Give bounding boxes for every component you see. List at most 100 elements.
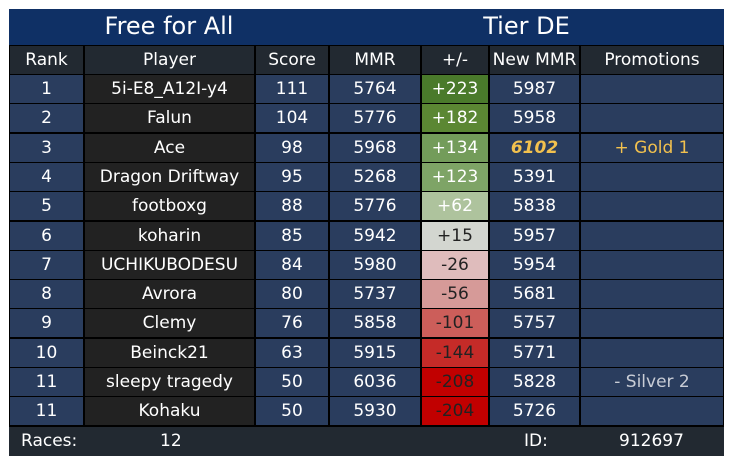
table-row: 3 Ace 98 5968 +134 6102 + Gold 1 <box>9 134 724 162</box>
promotion-cell <box>581 192 723 220</box>
header-row: Rank Player Score MMR +/- New MMR Promot… <box>9 46 724 74</box>
promotion-cell <box>581 309 723 337</box>
mmr-cell: 5737 <box>330 280 420 308</box>
new-mmr-cell: 5726 <box>490 397 579 425</box>
promotion-cell <box>581 251 723 279</box>
header-delta: +/- <box>422 46 488 74</box>
score-cell: 50 <box>256 368 328 396</box>
mmr-change: -204 <box>422 397 488 425</box>
score-cell: 111 <box>256 75 328 103</box>
header-rank: Rank <box>10 46 83 74</box>
mmr-cell: 5268 <box>330 163 420 191</box>
new-mmr-cell: 5838 <box>490 192 579 220</box>
mmr-change: -144 <box>422 339 488 367</box>
player-name: 5i-E8_A12I-y4 <box>85 75 254 103</box>
promotion-cell <box>581 163 723 191</box>
races-label: Races: <box>21 431 78 451</box>
header-mmr: MMR <box>330 46 420 74</box>
mmr-change: +62 <box>422 192 488 220</box>
rank-cell: 3 <box>10 134 83 162</box>
footer-bar: Races: 12 ID: 912697 <box>9 427 724 456</box>
new-mmr-cell: 5771 <box>490 339 579 367</box>
mmr-change: -208 <box>422 368 488 396</box>
mmr-cell: 5776 <box>330 104 420 132</box>
player-name: Dragon Driftway <box>85 163 254 191</box>
player-name: UCHIKUBODESU <box>85 251 254 279</box>
rank-cell: 8 <box>10 280 83 308</box>
header-player: Player <box>85 46 254 74</box>
mmr-change: -26 <box>422 251 488 279</box>
new-mmr-cell: 5957 <box>490 222 579 250</box>
rank-cell: 6 <box>10 222 83 250</box>
mmr-change: +182 <box>422 104 488 132</box>
promotion-cell <box>581 222 723 250</box>
mmr-cell: 6036 <box>330 368 420 396</box>
rank-cell: 11 <box>10 397 83 425</box>
rank-cell: 7 <box>10 251 83 279</box>
mmr-cell: 5968 <box>330 134 420 162</box>
title-bar: Free for All Tier DE <box>9 9 724 45</box>
new-mmr-cell: 5987 <box>490 75 579 103</box>
mmr-cell: 5764 <box>330 75 420 103</box>
player-name: footboxg <box>85 192 254 220</box>
promotion-cell <box>581 75 723 103</box>
results-table: Free for All Tier DE Rank Player Score M… <box>9 9 724 456</box>
score-cell: 104 <box>256 104 328 132</box>
table-row: 4 Dragon Driftway 95 5268 +123 5391 <box>9 163 724 191</box>
table-row: 10 Beinck21 63 5915 -144 5771 <box>9 339 724 367</box>
mmr-cell: 5930 <box>330 397 420 425</box>
player-name: koharin <box>85 222 254 250</box>
player-name: Clemy <box>85 309 254 337</box>
mmr-cell: 5776 <box>330 192 420 220</box>
mmr-change: +123 <box>422 163 488 191</box>
score-cell: 98 <box>256 134 328 162</box>
table-row: 11 sleepy tragedy 50 6036 -208 5828- Silver 2 <box>9 368 724 396</box>
score-cell: 84 <box>256 251 328 279</box>
mmr-cell: 5942 <box>330 222 420 250</box>
id-label: ID: <box>524 431 548 451</box>
mmr-change: +15 <box>422 222 488 250</box>
rank-cell: 4 <box>10 163 83 191</box>
header-score: Score <box>256 46 328 74</box>
new-mmr-cell: 5681 <box>490 280 579 308</box>
new-mmr-cell: 5954 <box>490 251 579 279</box>
player-name: Ace <box>85 134 254 162</box>
player-name: Beinck21 <box>85 339 254 367</box>
header-new-mmr: New MMR <box>490 46 579 74</box>
new-mmr-cell: 6102 <box>490 134 579 162</box>
rank-cell: 10 <box>10 339 83 367</box>
table-row: 1 5i-E8_A12I-y4 111 5764 +223 5987 <box>9 75 724 103</box>
rank-cell: 9 <box>10 309 83 337</box>
new-mmr-cell: 5828 <box>490 368 579 396</box>
score-cell: 80 <box>256 280 328 308</box>
promotion-cell <box>581 397 723 425</box>
player-name: Avrora <box>85 280 254 308</box>
new-mmr-cell: 5391 <box>490 163 579 191</box>
table-row: 9 Clemy 76 5858 -101 5757 <box>9 309 724 337</box>
mmr-cell: 5980 <box>330 251 420 279</box>
races-value: 12 <box>160 431 182 451</box>
score-cell: 85 <box>256 222 328 250</box>
table-row: 7 UCHIKUBODESU 84 5980 -26 5954 <box>9 251 724 279</box>
table-row: 11 Kohaku 50 5930 -204 5726 <box>9 397 724 425</box>
promotion-cell <box>581 280 723 308</box>
player-name: Kohaku <box>85 397 254 425</box>
player-name: sleepy tragedy <box>85 368 254 396</box>
mode-title: Free for All <box>104 12 234 40</box>
mmr-change: +134 <box>422 134 488 162</box>
score-cell: 95 <box>256 163 328 191</box>
table-row: 8 Avrora 80 5737 -56 5681 <box>9 280 724 308</box>
new-mmr-cell: 5757 <box>490 309 579 337</box>
table-row: 6 koharin 85 5942 +15 5957 <box>9 222 724 250</box>
mmr-change: -101 <box>422 309 488 337</box>
score-cell: 50 <box>256 397 328 425</box>
table-row: 2 Falun 104 5776 +182 5958 <box>9 104 724 132</box>
player-name: Falun <box>85 104 254 132</box>
mmr-cell: 5858 <box>330 309 420 337</box>
promotion-cell: - Silver 2 <box>581 368 723 396</box>
promotion-cell <box>581 104 723 132</box>
id-value: 912697 <box>619 431 684 451</box>
score-cell: 63 <box>256 339 328 367</box>
promotion-cell: + Gold 1 <box>581 134 723 162</box>
tier-title: Tier DE <box>483 12 570 40</box>
